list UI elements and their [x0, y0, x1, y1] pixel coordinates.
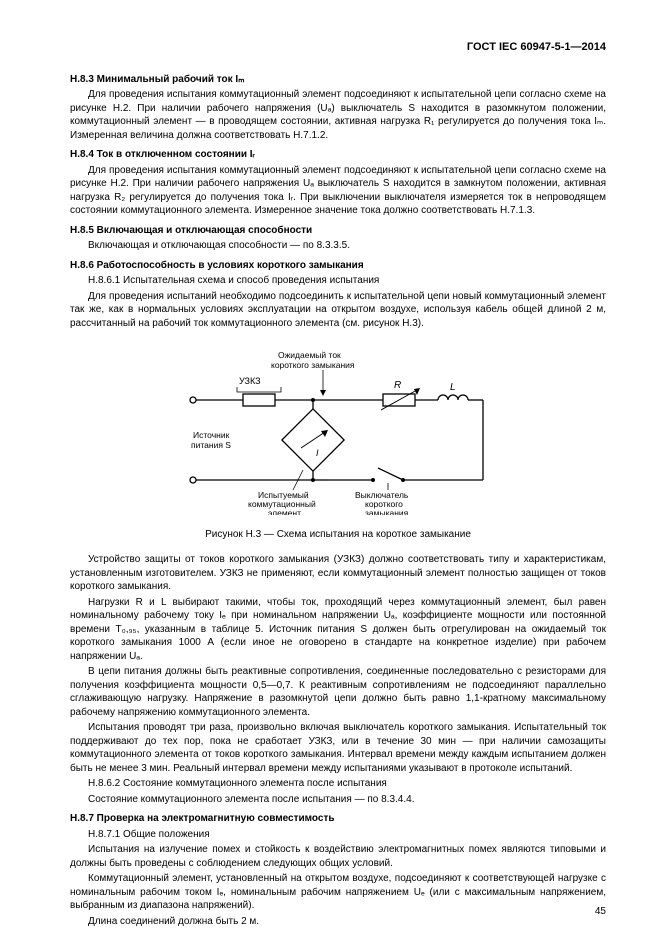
label-expected-1: Ожидаемый ток [278, 350, 341, 360]
para-h87-1: Испытания на излучение помех и стойкость… [70, 843, 606, 870]
heading-h87: H.8.7 Проверка на электромагнитную совме… [70, 812, 606, 826]
para-after-1: Устройство защиты от токов короткого зам… [70, 553, 606, 594]
page-number: 45 [595, 905, 606, 919]
para-h861-1: Для проведения испытаний необходимо подс… [70, 290, 606, 331]
label-dut-3: элемент [268, 508, 301, 515]
label-expected-2: короткого замыкания [271, 360, 355, 370]
heading-h83: H.8.3 Минимальный рабочий ток Iₘ [70, 73, 606, 87]
para-h84-1: Для проведения испытания коммутационный … [70, 164, 606, 218]
label-i: I [316, 448, 319, 458]
para-h83-1: Для проведения испытания коммутационный … [70, 88, 606, 142]
para-after-2: Нагрузки R и L выбирают такими, чтобы то… [70, 596, 606, 664]
para-h87-2: Коммутационный элемент, установленный на… [70, 872, 606, 913]
label-breaker-3: замыкания [365, 508, 409, 515]
para-h87-3: Длина соединений должна быть 2 м. [70, 915, 606, 929]
label-source-2: питания S [191, 440, 231, 450]
subheading-h862: H.8.6.2 Состояние коммутационного элемен… [70, 777, 606, 791]
heading-h86: H.8.6 Работоспособность в условиях корот… [70, 259, 606, 273]
para-after-3: В цепи питания должны быть реактивные со… [70, 665, 606, 719]
heading-h85: H.8.5 Включающая и отключающая способнос… [70, 224, 606, 238]
label-l: L [450, 382, 456, 393]
figure-caption: Рисунок H.3 — Схема испытания на коротко… [70, 528, 606, 542]
label-uzkz: УЗКЗ [239, 376, 261, 386]
label-source-1: Источник [193, 430, 230, 440]
document-header: ГОСТ IEC 60947-5-1—2014 [70, 40, 606, 55]
para-after-5: Состояние коммутационного элемента после… [70, 793, 606, 807]
para-after-4: Испытания проводят три раза, произвольно… [70, 721, 606, 775]
page: ГОСТ IEC 60947-5-1—2014 H.8.3 Минимальны… [0, 0, 661, 936]
para-h85-1: Включающая и отключающая способности — п… [70, 239, 606, 253]
subheading-h861: H.8.6.1 Испытательная схема и способ про… [70, 274, 606, 288]
figure-h3: УЗКЗ Ожидаемый ток короткого замыкания R… [70, 340, 606, 520]
label-r: R [394, 380, 401, 391]
circuit-diagram: УЗКЗ Ожидаемый ток короткого замыкания R… [173, 340, 503, 515]
subheading-h871: H.8.7.1 Общие положения [70, 828, 606, 842]
heading-h84: H.8.4 Ток в отключенном состоянии Iᵣ [70, 148, 606, 162]
